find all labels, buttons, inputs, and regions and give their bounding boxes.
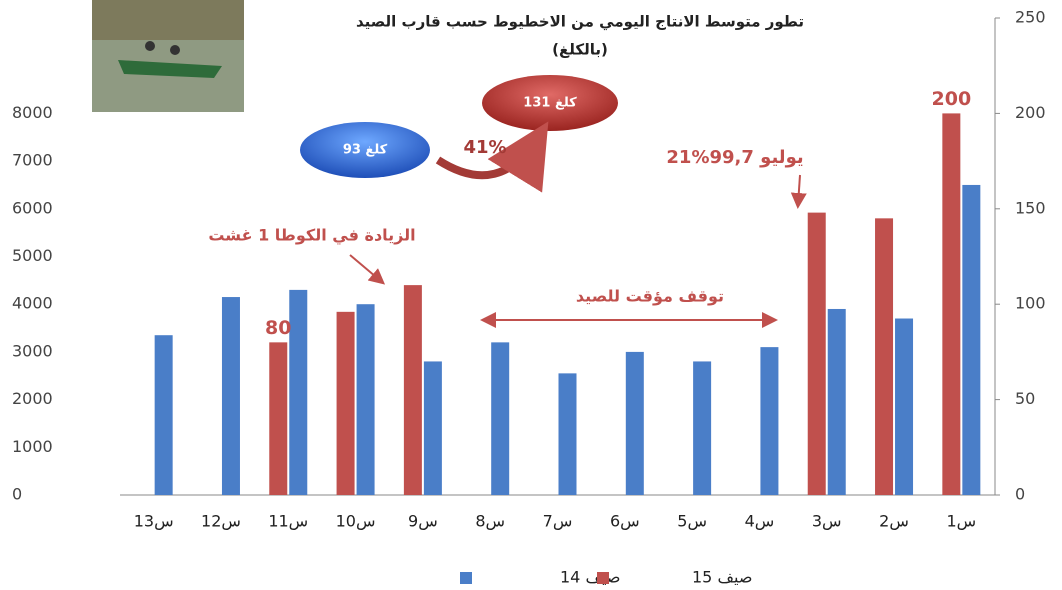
y-tick-label: 5000 <box>12 246 53 265</box>
arrow <box>435 121 549 193</box>
x-tick-label: س1 <box>946 512 976 531</box>
y-tick-label: 2000 <box>12 389 53 408</box>
y2-tick-label: 150 <box>1015 198 1046 217</box>
bar <box>807 212 826 495</box>
annotation: يوليو 99,7%21 <box>666 147 803 168</box>
y2-tick-label: 50 <box>1015 389 1035 408</box>
annotation: كلغ 93 <box>343 143 388 158</box>
legend-label: صيف 14 <box>560 568 620 587</box>
x-tick-label: س13 <box>134 512 174 531</box>
data-label: 80 <box>265 317 291 339</box>
bar <box>491 342 510 495</box>
bar <box>827 308 846 495</box>
bar <box>625 351 644 495</box>
annotation: توقف مؤقت للصيد <box>576 287 724 306</box>
bar <box>289 289 308 495</box>
y-tick-label: 8000 <box>12 103 53 122</box>
bar <box>403 285 422 495</box>
arrow <box>349 254 386 285</box>
data-label: 200 <box>932 88 972 110</box>
photo <box>92 0 244 112</box>
bar <box>221 297 240 495</box>
annotation: الزيادة في الكوطا 1 غشت <box>208 226 415 246</box>
annotation: كلغ 131 <box>523 96 577 111</box>
y2-tick-label: 100 <box>1015 294 1046 313</box>
y2-tick-label: 200 <box>1015 103 1046 122</box>
bubble <box>482 75 618 131</box>
y2-tick-label: 250 <box>1015 8 1046 27</box>
y-tick-label: 3000 <box>12 341 53 360</box>
x-tick-label: س4 <box>745 512 775 531</box>
x-tick-label: س11 <box>268 512 308 531</box>
x-tick-label: س7 <box>543 512 573 531</box>
x-tick-label: س5 <box>677 512 707 531</box>
x-tick-label: س10 <box>336 512 376 531</box>
bar <box>154 335 173 495</box>
bar <box>356 304 375 495</box>
arrow <box>790 174 807 209</box>
bar <box>760 347 779 495</box>
bar <box>895 318 914 495</box>
legend-swatch <box>597 572 609 584</box>
legend-swatch <box>460 572 472 584</box>
chart-subtitle: (بالكلغ) <box>552 41 608 59</box>
y-tick-label: 6000 <box>12 198 53 217</box>
bar <box>962 184 981 495</box>
y-tick-label: 0 <box>12 485 22 504</box>
bar <box>336 311 355 495</box>
x-tick-label: س6 <box>610 512 640 531</box>
annotation: 41% <box>463 137 506 158</box>
chart-title: تطور متوسط الانتاج اليومي من الاخطيوط حس… <box>356 13 804 31</box>
y2-tick-label: 0 <box>1015 485 1025 504</box>
bubble <box>300 122 430 178</box>
y-tick-label: 7000 <box>12 151 53 170</box>
x-tick-label: س3 <box>812 512 842 531</box>
x-tick-label: س9 <box>408 512 438 531</box>
bar <box>693 361 712 495</box>
bar <box>942 113 961 496</box>
bar <box>423 361 442 495</box>
bar <box>558 373 577 495</box>
bar <box>269 342 288 495</box>
x-tick-label: س8 <box>475 512 505 531</box>
y-tick-label: 1000 <box>12 437 53 456</box>
legend-label: صيف 15 <box>692 568 752 587</box>
x-tick-label: س2 <box>879 512 909 531</box>
y-tick-label: 4000 <box>12 294 53 313</box>
bar <box>875 218 894 495</box>
x-tick-label: س12 <box>201 512 241 531</box>
